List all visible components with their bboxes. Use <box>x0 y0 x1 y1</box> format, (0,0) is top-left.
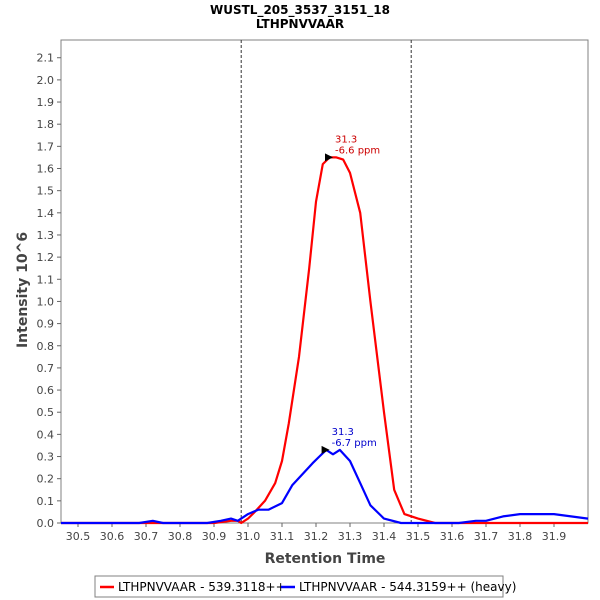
y-tick-label: 0.8 <box>37 340 55 353</box>
chart-subtitle: LTHPNVVAAR <box>256 17 344 31</box>
y-tick-label: 0.4 <box>37 428 55 441</box>
y-tick-label: 1.9 <box>37 96 55 109</box>
x-tick-label: 31.9 <box>542 530 567 543</box>
peak-mass-error-0: -6.6 ppm <box>335 145 380 156</box>
x-axis-label: Retention Time <box>265 551 386 567</box>
peak-retention-time-0: 31.3 <box>335 134 357 145</box>
y-tick-label: 0.2 <box>37 473 55 486</box>
peak-retention-time-1: 31.3 <box>332 427 354 438</box>
x-tick-label: 31.5 <box>406 530 431 543</box>
y-axis: 0.0 0.1 0.2 0.3 0.4 0.5 0.6 0.7 0.8 0.9 1.0 1.1 1.2 1… <box>37 52 61 530</box>
series-line-heavy <box>61 448 589 525</box>
y-tick-label: 0.0 <box>37 517 55 530</box>
peak-marker-1 <box>321 445 330 454</box>
x-axis: 30.5 30.6 30.7 30.8 30.9 31.0 31.1 31.2 31.3 31.4… <box>66 523 567 543</box>
y-tick-label: 0.6 <box>37 384 55 397</box>
plot-frame <box>60 39 589 524</box>
y-tick-label: 0.7 <box>37 362 55 375</box>
y-tick-label: 1.1 <box>37 273 55 286</box>
legend: LTHPNVVAAR - 539.3118++ LTHPNVVAAR - 544.… <box>94 575 516 598</box>
peak-mass-error-1: -6.7 ppm <box>332 438 377 449</box>
x-tick-label: 31.7 <box>474 530 499 543</box>
y-tick-label: 1.3 <box>37 229 55 242</box>
y-tick-label: 1.5 <box>37 185 55 198</box>
x-tick-label: 30.8 <box>168 530 193 543</box>
x-tick-label: 31.3 <box>338 530 363 543</box>
x-tick-label: 31.0 <box>236 530 261 543</box>
y-tick-label: 1.4 <box>37 207 55 220</box>
legend-box <box>94 575 504 598</box>
y-tick-label: 1.2 <box>37 251 55 264</box>
chart-title: WUSTL_205_3537_3151_18 <box>210 3 390 18</box>
x-tick-label: 30.5 <box>66 530 91 543</box>
peak-marker-0 <box>325 153 333 162</box>
legend-entry-1: LTHPNVVAAR - 544.3159++ (heavy) <box>299 580 516 594</box>
x-tick-label: 30.6 <box>100 530 125 543</box>
x-tick-label: 31.6 <box>440 530 465 543</box>
x-tick-label: 31.4 <box>372 530 397 543</box>
y-tick-label: 2.0 <box>37 74 55 87</box>
y-tick-label: 0.3 <box>37 451 55 464</box>
legend-entry-0: LTHPNVVAAR - 539.3118++ <box>118 580 286 594</box>
y-tick-label: 1.8 <box>37 118 55 131</box>
y-tick-label: 1.6 <box>37 163 55 176</box>
x-tick-label: 31.1 <box>270 530 295 543</box>
y-tick-label: 2.1 <box>37 52 55 65</box>
plot-area <box>60 39 589 524</box>
y-axis-label: Intensity 10^6 <box>15 232 31 348</box>
x-tick-label: 31.2 <box>304 530 329 543</box>
x-tick-label: 30.9 <box>202 530 227 543</box>
x-tick-label: 31.8 <box>508 530 533 543</box>
y-tick-label: 1.0 <box>37 295 55 308</box>
y-tick-label: 0.5 <box>37 406 55 419</box>
y-tick-label: 0.1 <box>37 495 55 508</box>
y-tick-label: 0.9 <box>37 318 55 331</box>
x-tick-label: 30.7 <box>134 530 159 543</box>
y-tick-label: 1.7 <box>37 140 55 153</box>
